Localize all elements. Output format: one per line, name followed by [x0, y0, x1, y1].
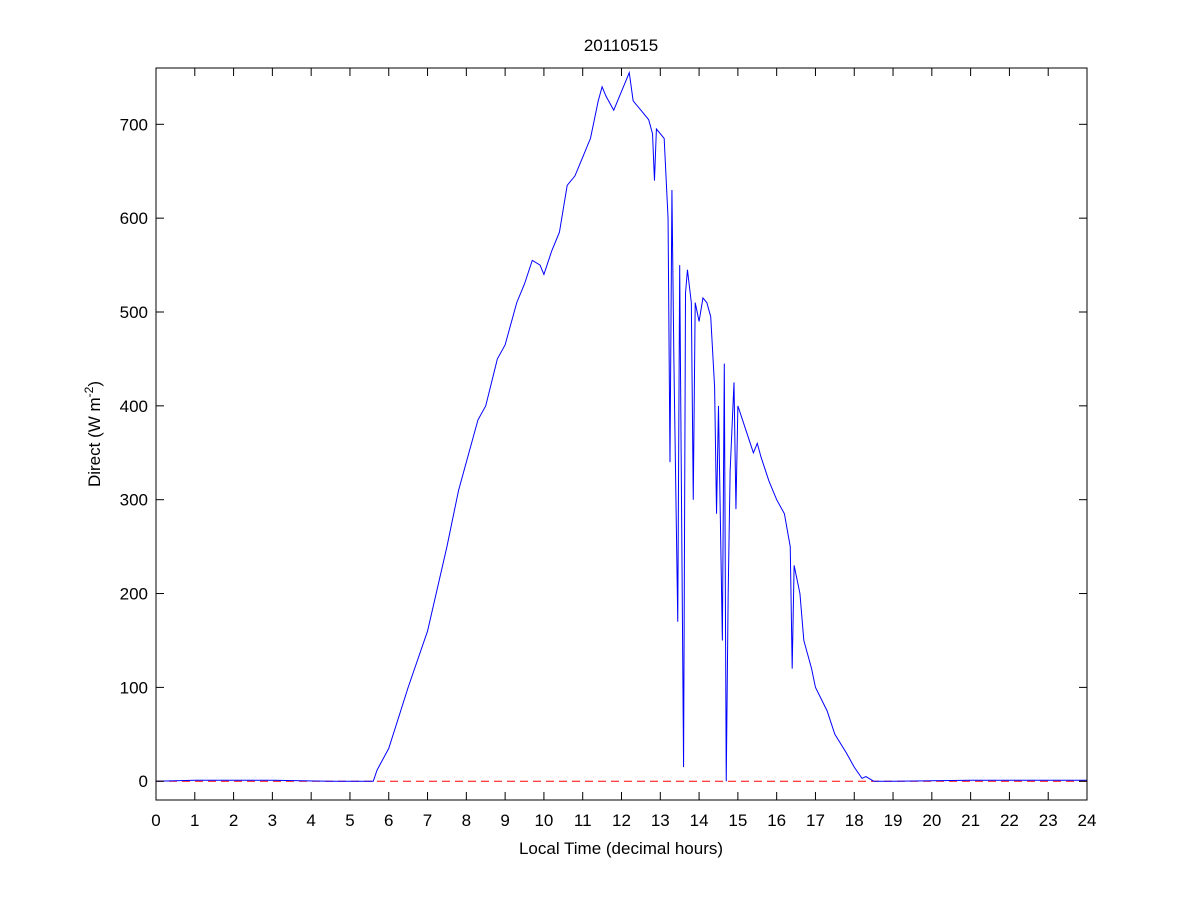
y-label-superscript: -2: [82, 386, 96, 397]
y-tick-label: 300: [120, 491, 148, 510]
y-label-tail: ): [85, 381, 104, 387]
y-tick-label: 100: [120, 678, 148, 697]
x-tick-label: 23: [1039, 811, 1058, 830]
x-tick-label: 5: [345, 811, 354, 830]
x-tick-label: 4: [306, 811, 315, 830]
x-tick-label: 17: [806, 811, 825, 830]
x-tick-label: 15: [728, 811, 747, 830]
y-label-text: Direct (W m: [85, 397, 104, 487]
x-tick-label: 0: [151, 811, 160, 830]
x-tick-label: 11: [574, 811, 592, 830]
x-tick-label: 21: [961, 811, 980, 830]
y-tick-label: 700: [120, 115, 148, 134]
x-tick-label: 14: [690, 811, 709, 830]
y-axis-label: Direct (W m-2): [82, 381, 104, 487]
y-tick-label: 200: [120, 585, 148, 604]
x-tick-label: 6: [384, 811, 393, 830]
x-tick-label: 18: [845, 811, 864, 830]
x-tick-label: 16: [767, 811, 786, 830]
x-tick-label: 9: [500, 811, 509, 830]
y-tick-label: 0: [139, 772, 148, 791]
y-tick-label: 400: [120, 397, 148, 416]
x-axis-label: Local Time (decimal hours): [519, 839, 723, 858]
y-tick-label: 600: [120, 209, 148, 228]
x-tick-label: 19: [884, 811, 903, 830]
x-tick-label: 22: [1000, 811, 1019, 830]
x-tick-label: 24: [1078, 811, 1097, 830]
x-tick-label: 20: [922, 811, 941, 830]
x-tick-label: 7: [423, 811, 432, 830]
chart-title: 20110515: [584, 36, 658, 55]
y-tick-label: 500: [120, 303, 148, 322]
x-tick-label: 12: [612, 811, 631, 830]
data-line: [155, 70, 1087, 782]
x-tick-label: 3: [268, 811, 277, 830]
x-tick-label: 13: [651, 811, 670, 830]
x-tick-label: 10: [534, 811, 553, 830]
x-tick-label: 2: [229, 811, 238, 830]
x-tick-label: 8: [462, 811, 471, 830]
x-tick-label: 1: [190, 811, 199, 830]
